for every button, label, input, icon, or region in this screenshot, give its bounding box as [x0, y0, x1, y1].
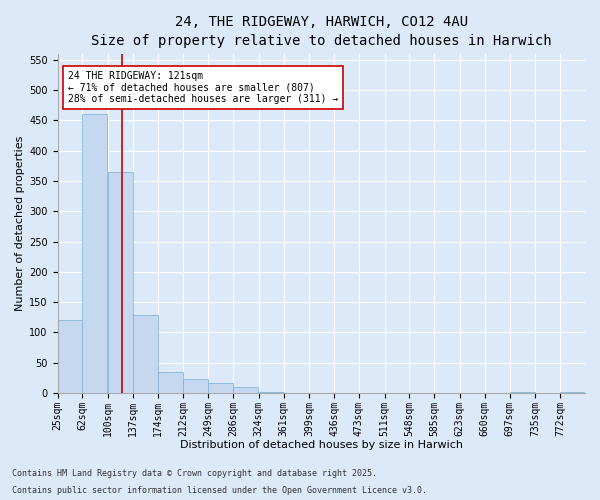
Text: Contains HM Land Registry data © Crown copyright and database right 2025.: Contains HM Land Registry data © Crown c… [12, 468, 377, 477]
Y-axis label: Number of detached properties: Number of detached properties [15, 136, 25, 311]
Bar [58, 320, 82, 393]
Bar [158, 372, 182, 393]
Text: 24 THE RIDGEWAY: 121sqm
← 71% of detached houses are smaller (807)
28% of semi-d: 24 THE RIDGEWAY: 121sqm ← 71% of detache… [68, 71, 338, 104]
Bar [82, 114, 107, 393]
Bar [184, 379, 208, 393]
Title: 24, THE RIDGEWAY, HARWICH, CO12 4AU
Size of property relative to detached houses: 24, THE RIDGEWAY, HARWICH, CO12 4AU Size… [91, 15, 551, 48]
X-axis label: Distribution of detached houses by size in Harwich: Distribution of detached houses by size … [180, 440, 463, 450]
Bar [509, 392, 535, 393]
Bar [259, 392, 284, 393]
Bar [560, 392, 585, 393]
Bar [233, 387, 258, 393]
Bar [133, 316, 158, 393]
Bar [208, 382, 233, 393]
Text: Contains public sector information licensed under the Open Government Licence v3: Contains public sector information licen… [12, 486, 427, 495]
Bar [108, 172, 133, 393]
